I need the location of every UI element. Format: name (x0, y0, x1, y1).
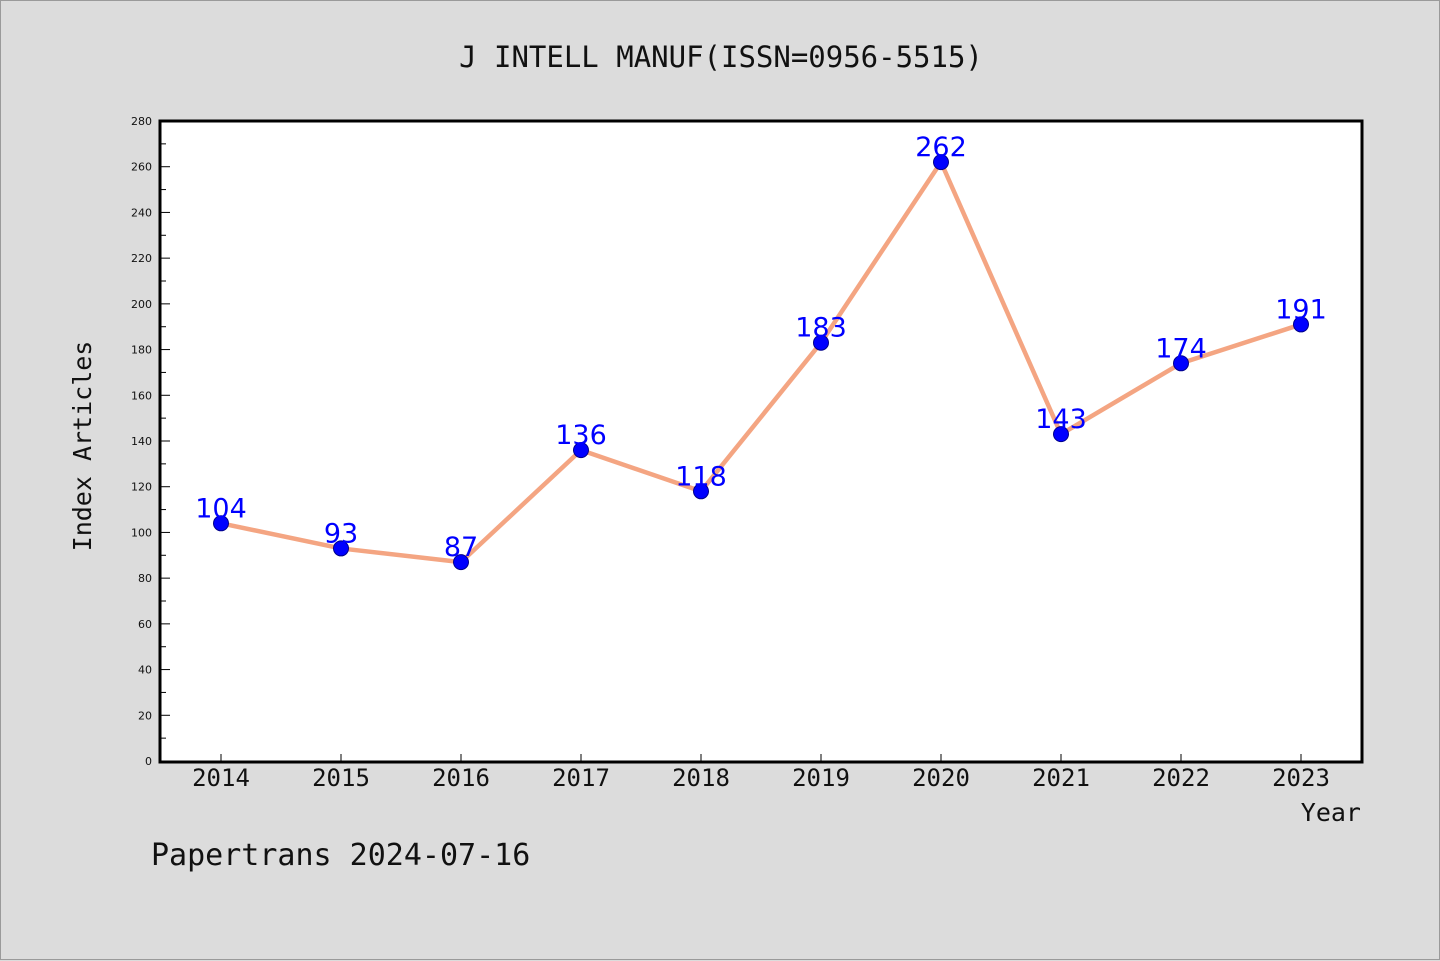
data-label: 174 (1155, 333, 1207, 364)
data-point (213, 515, 229, 532)
y-tick-label: 140 (131, 435, 152, 448)
series-line (218, 159, 1304, 565)
y-tick-label: 260 (131, 161, 152, 174)
data-point (933, 154, 949, 171)
data-point (573, 442, 589, 459)
data-label: 136 (555, 420, 607, 451)
y-tick-label: 0 (145, 755, 152, 768)
data-point (1053, 426, 1069, 443)
x-tick-label: 2014 (192, 764, 250, 792)
y-tick-label: 100 (131, 526, 152, 539)
x-axis-title: Year (1301, 798, 1361, 827)
x-tick-label: 2015 (312, 764, 370, 792)
y-axis: 0 20 40 60 80 100 120 140 160 180 200 220 240 260 280 (131, 115, 170, 768)
y-tick-label: 200 (131, 298, 152, 311)
marker-layer (213, 154, 1309, 571)
y-tick-label: 40 (138, 664, 152, 677)
y-tick-label: 280 (131, 115, 152, 128)
x-tick-label: 2016 (432, 764, 490, 792)
x-tick-label: 2021 (1032, 764, 1090, 792)
footer-credit: Papertrans 2024-07-16 (151, 838, 530, 873)
x-tick-label: 2020 (912, 764, 970, 792)
data-point (813, 334, 829, 351)
y-tick-label: 80 (138, 572, 152, 585)
y-tick-label: 220 (131, 252, 152, 265)
data-label: 93 (324, 518, 358, 549)
data-label: 183 (795, 313, 847, 344)
series-layer (218, 159, 1304, 565)
x-tick-label: 2018 (672, 764, 730, 792)
chart-title: J INTELL MANUF(ISSN=0956-5515) (459, 40, 983, 74)
data-label: 118 (675, 461, 727, 492)
data-label: 143 (1035, 404, 1087, 435)
x-axis: 2014 2015 2016 2017 2018 2019 2020 2021 2022 2023 (192, 754, 1330, 792)
y-tick-label: 160 (131, 389, 152, 402)
x-tick-label: 2023 (1272, 764, 1330, 792)
y-tick-label: 120 (131, 481, 152, 494)
data-label-layer: 104 93 87 136 118 183 262 143 174 191 (195, 132, 1327, 563)
plot-area (158, 119, 1364, 764)
y-tick-label: 240 (131, 206, 152, 219)
x-tick-label: 2017 (552, 764, 610, 792)
data-point (333, 540, 349, 557)
y-tick-label: 20 (138, 709, 152, 722)
data-label: 191 (1275, 294, 1327, 325)
data-point (1293, 316, 1309, 333)
y-axis-title: Index Articles (68, 341, 97, 552)
y-tick-label: 60 (138, 618, 152, 631)
data-point (1173, 355, 1189, 372)
data-point (453, 554, 469, 571)
data-label: 104 (195, 493, 247, 524)
data-label: 262 (915, 132, 967, 163)
data-point (693, 483, 709, 500)
x-tick-label: 2019 (792, 764, 850, 792)
y-tick-label: 180 (131, 344, 152, 357)
x-tick-label: 2022 (1152, 764, 1210, 792)
data-label: 87 (444, 532, 478, 563)
